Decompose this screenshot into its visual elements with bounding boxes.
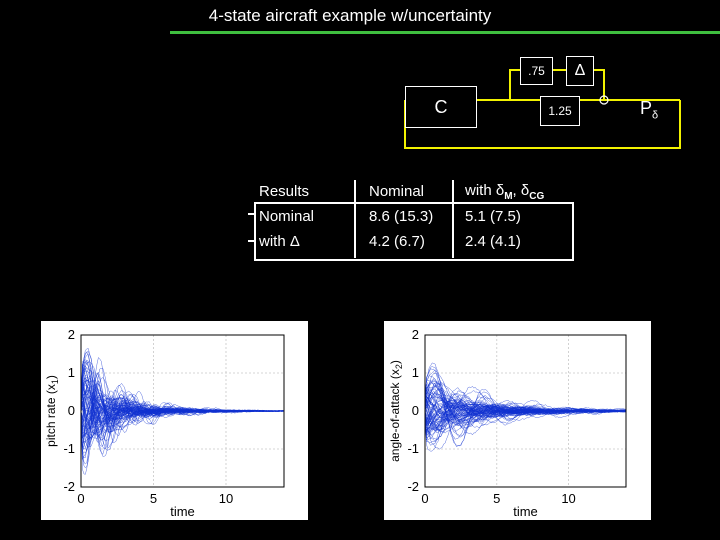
block-delta: Δ xyxy=(566,56,594,86)
row-marker-2 xyxy=(248,240,254,242)
x-tick-label: 5 xyxy=(493,491,500,506)
y-tick-label: -2 xyxy=(407,479,419,494)
cell: 2.4 (4.1) xyxy=(465,233,521,250)
y-tick-label: 2 xyxy=(68,327,75,342)
x-tick-label: 10 xyxy=(561,491,575,506)
table-header-row: Results Nominal with δM, δCG xyxy=(255,179,579,204)
y-axis-label: pitch rate (x1) xyxy=(44,375,60,447)
gain-top-label: .75 xyxy=(528,64,545,78)
cell: 8.6 (15.3) xyxy=(369,208,434,225)
trajectory-line xyxy=(424,395,627,418)
trajectory-line xyxy=(80,375,285,433)
title-underline xyxy=(170,31,720,34)
delta-label: Δ xyxy=(574,62,586,79)
x-tick-label: 0 xyxy=(77,491,84,506)
table-row: with Δ 4.2 (6.7) 2.4 (4.1) xyxy=(255,229,579,254)
y-axis-label: angle-of-attack (x2) xyxy=(388,360,404,462)
block-c: C xyxy=(405,86,477,128)
table-divider-2 xyxy=(452,180,454,258)
cell: 5.1 (7.5) xyxy=(465,208,521,225)
results-table-border xyxy=(254,202,574,261)
y-tick-label: -2 xyxy=(63,479,75,494)
output-label: Pδ xyxy=(640,98,658,122)
plot-frame xyxy=(424,334,627,488)
y-tick-label: 0 xyxy=(68,403,75,418)
x-axis-label: time xyxy=(170,504,195,519)
trajectory-line xyxy=(80,377,285,433)
cell: 4.2 (6.7) xyxy=(369,233,425,250)
results-table: Results Nominal with δM, δCG Nominal 8.6… xyxy=(255,179,579,254)
gain-mid-label: 1.25 xyxy=(548,104,572,118)
output-label-sub: δ xyxy=(652,109,659,122)
block-c-label: C xyxy=(434,96,448,117)
y-tick-label: 1 xyxy=(68,365,75,380)
table-row: Nominal 8.6 (15.3) 5.1 (7.5) xyxy=(255,204,579,229)
y-tick-label: 0 xyxy=(412,403,419,418)
x-tick-label: 10 xyxy=(219,491,233,506)
block-gain-mid: 1.25 xyxy=(540,96,580,126)
slide-title: 4-state aircraft example w/uncertainty xyxy=(208,6,492,25)
y-tick-label: 2 xyxy=(412,327,419,342)
trajectory-line xyxy=(424,385,627,450)
header-results: Results xyxy=(259,183,310,200)
block-gain-top: .75 xyxy=(520,57,553,85)
x-axis-label: time xyxy=(513,504,538,519)
header-with-dm-dcg: with δM, δCG xyxy=(465,181,545,202)
x-tick-label: 0 xyxy=(421,491,428,506)
x-tick-label: 5 xyxy=(150,491,157,506)
row-marker-1 xyxy=(248,213,254,215)
trajectory-line xyxy=(424,380,627,429)
table-divider-1 xyxy=(354,180,356,258)
header-nominal: Nominal xyxy=(369,183,425,200)
row-label: Nominal xyxy=(259,208,315,225)
y-tick-label: -1 xyxy=(63,441,75,456)
y-tick-label: 1 xyxy=(412,365,419,380)
row-label: with Δ xyxy=(259,233,300,250)
trajectory-line xyxy=(424,374,626,438)
y-tick-label: -1 xyxy=(407,441,419,456)
plot-frame xyxy=(80,334,285,488)
output-label-main: P xyxy=(640,98,653,118)
